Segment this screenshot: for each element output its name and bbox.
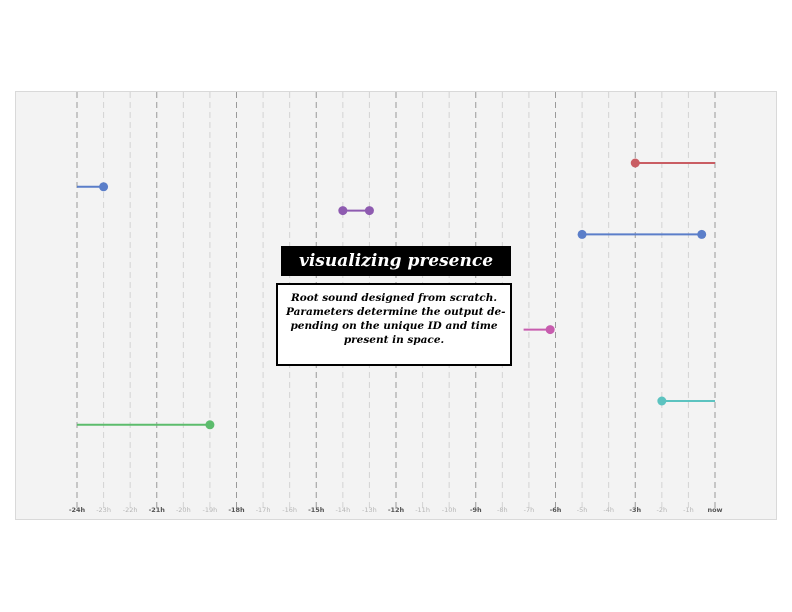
segment-start-marker <box>338 206 348 216</box>
x-tick-label: -20h <box>176 506 191 514</box>
segment-end-marker <box>205 420 215 430</box>
segment-start-marker <box>630 158 640 168</box>
x-tick-label: -7h <box>524 506 535 514</box>
x-tick-label: -19h <box>203 506 218 514</box>
x-tick-label: -8h <box>497 506 508 514</box>
segment-end-marker <box>697 229 707 239</box>
x-tick-label: -4h <box>603 506 614 514</box>
x-tick-label: -1h <box>683 506 694 514</box>
x-tick-label: -18h <box>228 506 245 514</box>
segment-end-marker <box>99 182 109 192</box>
title-banner: visualizing presence <box>281 246 511 276</box>
segment-start-marker <box>657 396 667 406</box>
x-tick-label: -16h <box>282 506 297 514</box>
description-box: Root sound designed from scratch. Parame… <box>276 283 512 366</box>
x-tick-label: -12h <box>388 506 405 514</box>
x-tick-label: -21h <box>149 506 166 514</box>
segment-start-marker <box>577 229 587 239</box>
x-tick-label: now <box>707 506 722 514</box>
x-tick-label: -17h <box>256 506 271 514</box>
description-line: Parameters determine the output de- <box>286 306 506 318</box>
x-tick-label: -24h <box>69 506 86 514</box>
timeline-panel: -24h -23h -22h -21h -20h -19h -18h -17h -16h -15h… <box>15 91 777 520</box>
description-line: pending on the unique ID and time <box>290 320 498 332</box>
segment-end-marker <box>545 325 555 335</box>
x-tick-label: -5h <box>577 506 588 514</box>
x-tick-label: -10h <box>442 506 457 514</box>
presence-timeline-chart: -24h -23h -22h -21h -20h -19h -18h -17h -16h -15h… <box>69 92 723 514</box>
description-line: Root sound designed from scratch. <box>291 292 497 304</box>
segment-end-marker <box>364 206 374 216</box>
x-tick-label: -9h <box>470 506 482 514</box>
x-tick-label: -6h <box>550 506 562 514</box>
x-tick-label: -3h <box>629 506 641 514</box>
x-tick-label: -14h <box>335 506 350 514</box>
x-tick-label: -15h <box>308 506 325 514</box>
title-text: visualizing presence <box>298 251 494 271</box>
x-tick-label: -13h <box>362 506 377 514</box>
x-tick-label: -11h <box>415 506 430 514</box>
description-line: present in space. <box>343 334 445 346</box>
x-tick-label: -23h <box>96 506 111 514</box>
x-tick-label: -22h <box>123 506 138 514</box>
x-tick-label: -2h <box>657 506 668 514</box>
